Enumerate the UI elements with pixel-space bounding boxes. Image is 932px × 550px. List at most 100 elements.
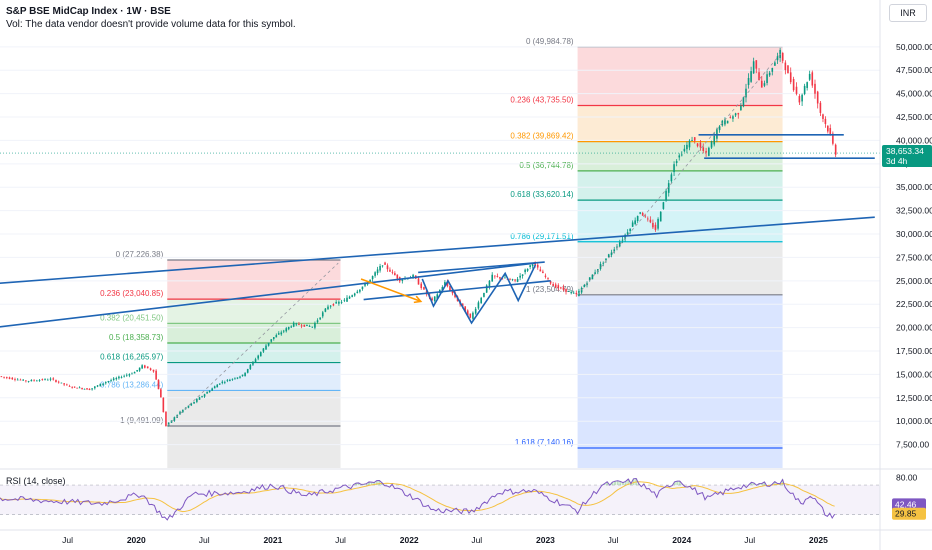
annotation-arrow [360,278,422,303]
price-axis-tick: 10,000.00 [896,416,932,426]
fib-zone [577,141,783,171]
candle-body [583,284,586,288]
candle [327,304,329,310]
candle-body [371,276,374,280]
candle [784,60,787,75]
candle-body [755,60,758,69]
candle-body [824,118,827,124]
candle-body [716,128,718,139]
candle-body [361,286,364,290]
candle [112,377,115,381]
candle [827,125,829,134]
candle-body [19,379,22,381]
candle [539,266,542,272]
candle [665,188,667,202]
candle-body [565,288,567,292]
candle-body [118,376,120,379]
candle-body [110,380,112,381]
candle [292,321,295,328]
candle [359,289,361,294]
candle [131,372,133,375]
candle [524,268,526,275]
candle-body [557,285,560,288]
candle [420,281,423,290]
candle [96,385,99,388]
candle-body [613,249,616,252]
candle-body [526,268,529,271]
candle-body [83,388,86,390]
candle-body [737,113,740,115]
candle-body [41,379,44,380]
candle-body [348,296,351,299]
candle-body [464,306,467,312]
candle [572,290,575,294]
candle-body [179,411,181,415]
candle-body [78,387,81,389]
candle-body [246,369,249,373]
candle [83,388,86,390]
candle [66,383,68,386]
candle [36,379,38,382]
candle [221,380,224,385]
candle-body [560,287,562,289]
candle [732,114,734,122]
annotation-arrowhead [413,295,423,304]
candle [787,65,789,74]
candle [265,344,267,350]
rsi-value: 42.46 [895,499,917,509]
candle [384,261,386,265]
candle-body [112,378,115,381]
candle-body [702,147,705,151]
candle [729,115,732,119]
currency-button[interactable]: INR [889,4,927,22]
candle [244,372,246,377]
price-axis-tick: 20,000.00 [896,323,932,333]
candle-body [319,317,321,320]
candle-body [364,283,366,286]
candle [88,388,91,391]
candle [381,265,384,268]
candle-body [634,220,636,225]
candle [803,83,806,96]
last-price-countdown: 3d 4h [886,156,908,166]
candle-body [752,61,755,74]
candle [86,387,88,390]
candle-body [524,269,526,273]
candle [621,236,624,244]
candle-body [366,283,369,285]
price-axis-tick: 42,500.00 [896,112,932,122]
candle [259,351,262,357]
time-axis-label: 2023 [536,535,555,545]
candle-body [491,274,494,282]
candle-body [14,379,16,380]
candle [718,125,721,133]
candle-body [670,174,673,182]
candle [6,376,8,380]
candle-body [792,78,795,91]
candle-body [332,304,335,306]
candle [504,274,506,279]
candle-body [280,332,283,335]
rsi-ma-value: 29.85 [895,509,917,519]
candle-body [128,374,131,376]
candle-body [66,384,68,386]
candle-body [657,218,659,229]
candle [125,373,128,377]
candle-body [229,379,231,382]
candle [348,295,351,299]
candle-body [303,324,306,327]
candle-body [547,277,549,279]
candle-body [133,372,136,374]
candle [33,379,35,382]
candle [683,144,686,153]
candle [272,337,275,341]
candle [187,405,190,409]
rsi-title: RSI (14, close) [6,476,66,486]
candle-body [760,80,763,88]
candle-body [626,232,629,235]
candle-body [381,265,384,267]
candle-body [554,284,557,288]
candle-body [639,212,641,214]
candle [374,271,376,278]
